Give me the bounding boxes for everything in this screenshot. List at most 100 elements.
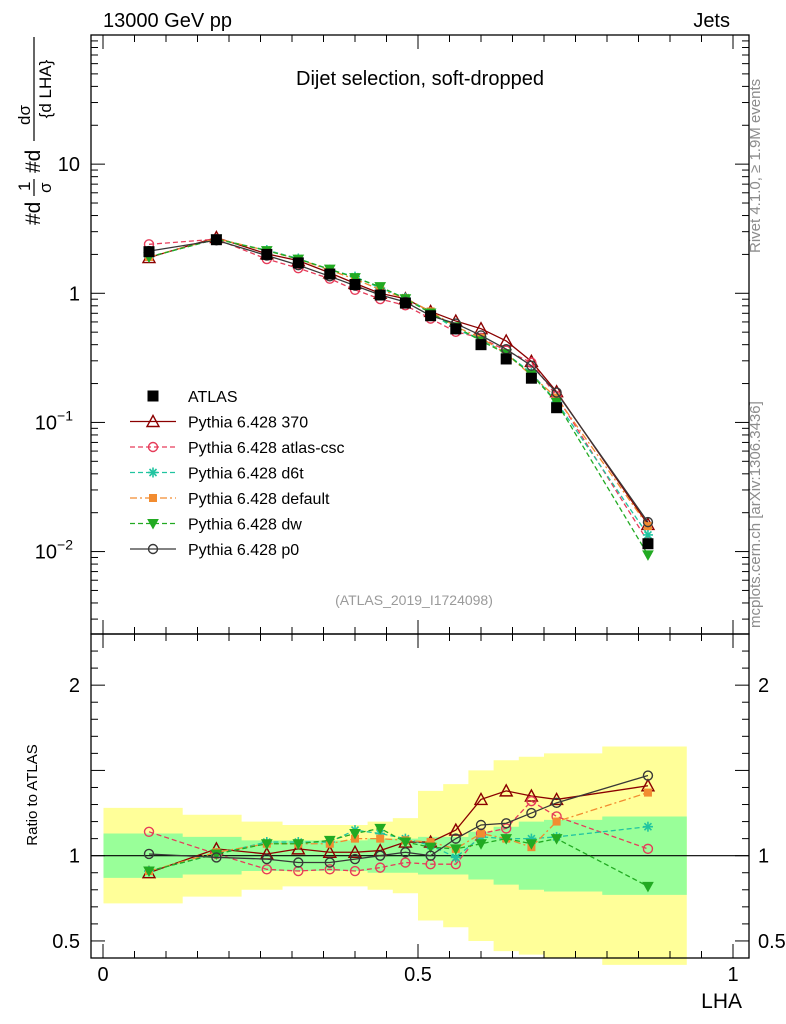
legend-marker xyxy=(147,519,159,530)
series-point xyxy=(450,833,461,844)
y-tick-label: 10−2 xyxy=(35,537,73,564)
series-point xyxy=(143,866,155,878)
svg-text:{d LHA}: {d LHA} xyxy=(36,59,55,118)
y-tick-label-left: 1 xyxy=(69,846,80,868)
series-point xyxy=(260,839,273,850)
series-point xyxy=(642,881,654,893)
series-point xyxy=(324,864,335,875)
x-tick-label: 0.5 xyxy=(404,964,432,986)
series-point xyxy=(374,282,387,293)
y-axis-label-main: #d 1 σ #d dσ {d LHA} xyxy=(15,37,55,225)
series-main-pythia-6-428-370 xyxy=(141,230,656,531)
series-point xyxy=(477,829,485,838)
data-point xyxy=(551,402,563,414)
series-point xyxy=(347,844,363,858)
x-axis-label: LHA xyxy=(701,990,742,1013)
series-point xyxy=(375,862,386,873)
legend-marker xyxy=(147,441,159,453)
legend-entry: Pythia 6.428 atlas-csc xyxy=(130,440,345,457)
series-point xyxy=(399,837,412,849)
legend-entry: ATLAS xyxy=(147,389,238,406)
svg-text:#d: #d xyxy=(22,202,45,225)
series-point xyxy=(525,839,538,850)
data-point xyxy=(425,310,437,322)
series-point xyxy=(551,387,562,398)
svg-text:σ: σ xyxy=(36,182,55,193)
series-point xyxy=(349,829,361,840)
series-point xyxy=(552,817,561,826)
data-point xyxy=(525,372,537,384)
data-point xyxy=(500,353,512,365)
series-line xyxy=(148,774,649,864)
series-point xyxy=(349,865,361,877)
series-point xyxy=(323,835,336,847)
x-tick-label: 1 xyxy=(727,964,738,986)
series-point xyxy=(322,844,337,858)
series-point xyxy=(376,834,385,843)
series-point xyxy=(426,838,435,847)
y-tick-label-right: 0.5 xyxy=(758,931,786,953)
series-point xyxy=(324,857,335,868)
series-point xyxy=(261,864,272,875)
header-right: Jets xyxy=(693,10,730,32)
series-point xyxy=(642,821,653,832)
series-point xyxy=(349,273,361,284)
series-ratio-pythia-6-428-p0 xyxy=(143,770,654,868)
legend-label: Pythia 6.428 370 xyxy=(188,415,308,432)
data-point xyxy=(210,234,222,246)
series-point xyxy=(500,834,513,845)
main-panel: 10 1 10−1 10−2 xyxy=(35,34,750,635)
series-point xyxy=(501,818,512,829)
series-point xyxy=(400,857,411,868)
y-axis-ratio: 2 2 1 1 0.5 0.5 xyxy=(52,650,786,953)
legend-entry: Pythia 6.428 d6t xyxy=(130,466,304,483)
series-point xyxy=(448,822,463,836)
legend-entry: Pythia 6.428 p0 xyxy=(130,542,299,559)
series-point xyxy=(292,839,305,850)
series-main-pythia-6-428-p0 xyxy=(143,235,654,528)
legend-entry: Pythia 6.428 default xyxy=(130,491,330,508)
y-tick-label-left: 2 xyxy=(69,675,80,697)
legend-entry: Pythia 6.428 370 xyxy=(130,414,308,432)
data-point xyxy=(374,289,386,301)
legend: ATLAS Pythia 6.428 370 Pythia 6.428 atlas-… xyxy=(130,389,345,559)
series-point xyxy=(400,847,411,858)
data-point xyxy=(399,297,411,309)
svg-text:dσ: dσ xyxy=(15,105,34,125)
series-line xyxy=(148,237,649,527)
legend-marker xyxy=(149,494,157,502)
series-point xyxy=(425,850,436,861)
series-main-pythia-6-428-default xyxy=(144,234,652,531)
legend-marker xyxy=(147,390,159,402)
series-point xyxy=(551,797,562,809)
series-point xyxy=(642,843,654,855)
ratio-frame xyxy=(90,633,750,959)
series-point xyxy=(449,844,462,855)
series-point xyxy=(526,807,537,819)
data-point xyxy=(450,323,462,335)
data-point xyxy=(642,538,654,550)
data-point xyxy=(261,248,273,260)
series-point xyxy=(550,834,563,845)
side-label-top: Rivet 4.1.0, ≥ 1.9M events xyxy=(747,79,764,253)
series-point xyxy=(349,853,361,865)
series-ratio-pythia-6-428-dw xyxy=(143,823,654,893)
legend-label: Pythia 6.428 default xyxy=(188,491,330,508)
atlas-data-points xyxy=(143,234,654,550)
legend-label: Pythia 6.428 dw xyxy=(188,517,302,534)
series-point xyxy=(475,839,487,850)
ratio-panel: 0 0.5 12 21 10.5 0.5 xyxy=(52,35,786,986)
analysis-label: (ATLAS_2019_I1724098) xyxy=(335,592,493,608)
y-tick-label: 1 xyxy=(69,283,80,305)
series-point xyxy=(526,360,537,371)
legend-entry: Pythia 6.428 dw xyxy=(130,517,302,534)
legend-label: ATLAS xyxy=(188,389,238,406)
legend-marker xyxy=(147,543,159,555)
series-point xyxy=(424,842,437,854)
data-point xyxy=(349,278,361,290)
header-left: 13000 GeV pp xyxy=(103,10,232,32)
series-point xyxy=(475,819,487,831)
x-axis: 0 0.5 1 xyxy=(97,35,739,986)
data-point xyxy=(143,246,155,258)
